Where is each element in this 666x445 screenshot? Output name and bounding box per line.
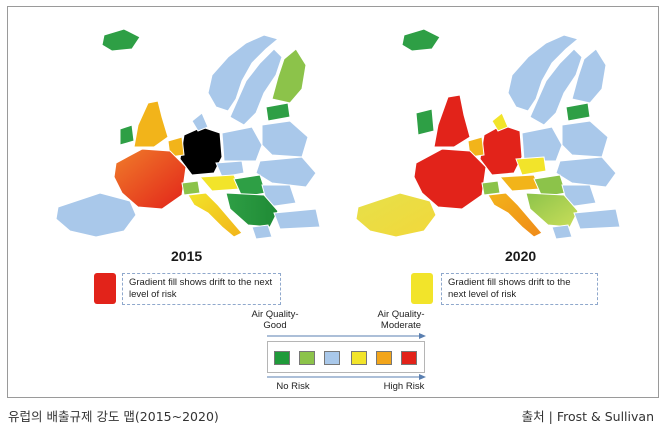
europe-map-2020 bbox=[355, 28, 621, 239]
scale-chip-light-green bbox=[299, 351, 315, 365]
ukraine-shape bbox=[255, 156, 317, 188]
sweden-shape bbox=[529, 48, 583, 126]
turkey-shape bbox=[273, 208, 321, 230]
iberia-shape bbox=[355, 192, 437, 238]
denmark-shape bbox=[191, 112, 209, 132]
greece-shape bbox=[551, 224, 573, 239]
iberia-shape bbox=[55, 192, 137, 238]
europe-map-2015 bbox=[55, 28, 321, 239]
finland-shape bbox=[571, 48, 607, 104]
sweden-shape bbox=[229, 48, 283, 126]
scale-chip-red bbox=[401, 351, 417, 365]
italy-shape bbox=[487, 192, 543, 238]
switzerland-shape bbox=[181, 180, 201, 196]
czech-shape bbox=[515, 156, 547, 176]
scale-chip-blue bbox=[324, 351, 340, 365]
balkans-shape bbox=[225, 192, 279, 228]
scale-chip-yellow bbox=[351, 351, 367, 365]
scale-chip-green bbox=[274, 351, 290, 365]
source-credit: 출처 | Frost & Sullivan bbox=[521, 409, 654, 424]
legend-note-2020: Gradient fill shows drift to the next le… bbox=[441, 273, 598, 305]
denmark-shape bbox=[491, 112, 509, 132]
baltics-shape bbox=[265, 102, 291, 122]
uk-shape bbox=[133, 100, 169, 148]
ukraine-shape bbox=[555, 156, 617, 188]
legend-swatch-2020 bbox=[411, 273, 433, 304]
scale-arrow-top bbox=[267, 333, 426, 339]
scale-label-no-risk: No Risk bbox=[276, 381, 310, 392]
poland-shape bbox=[521, 126, 563, 162]
poland-shape bbox=[221, 126, 263, 162]
belarus-shape bbox=[561, 120, 609, 158]
austria-shape bbox=[498, 174, 541, 192]
ireland-shape bbox=[119, 124, 135, 146]
finland-shape bbox=[271, 48, 307, 104]
year-label-2020: 2020 bbox=[505, 248, 537, 264]
scale-label-high-risk: High Risk bbox=[383, 381, 425, 392]
norway-shape bbox=[507, 34, 580, 112]
risk-scale-box bbox=[267, 341, 425, 373]
czech-shape bbox=[215, 160, 245, 178]
figure-frame: 2015 2020 Gradient fill shows drift to t… bbox=[7, 6, 659, 398]
figure-caption: 유럽의 배출규제 강도 맵(2015~2020) bbox=[8, 409, 219, 424]
legend-note-2015: Gradient fill shows drift to the next le… bbox=[122, 273, 281, 305]
switzerland-shape bbox=[481, 180, 501, 196]
uk-shape bbox=[433, 94, 471, 148]
legend-swatch-2015 bbox=[94, 273, 116, 304]
italy-shape bbox=[187, 192, 243, 238]
norway-shape bbox=[207, 34, 280, 112]
iceland-shape bbox=[101, 28, 141, 52]
iceland-shape bbox=[401, 28, 441, 52]
scale-label-moderate: Air Quality- Moderate bbox=[377, 309, 425, 331]
turkey-shape bbox=[573, 208, 621, 230]
ireland-shape bbox=[415, 108, 435, 136]
belarus-shape bbox=[261, 120, 309, 158]
scale-arrow-bottom bbox=[267, 374, 426, 380]
austria-shape bbox=[198, 174, 241, 192]
france-shape bbox=[113, 148, 187, 210]
greece-shape bbox=[251, 224, 273, 239]
scale-label-good: Air Quality- Good bbox=[251, 309, 299, 331]
year-label-2015: 2015 bbox=[171, 248, 203, 264]
balkans-shape bbox=[525, 192, 579, 228]
baltics-shape bbox=[565, 102, 591, 122]
scale-chip-orange bbox=[376, 351, 392, 365]
france-shape bbox=[413, 148, 487, 210]
